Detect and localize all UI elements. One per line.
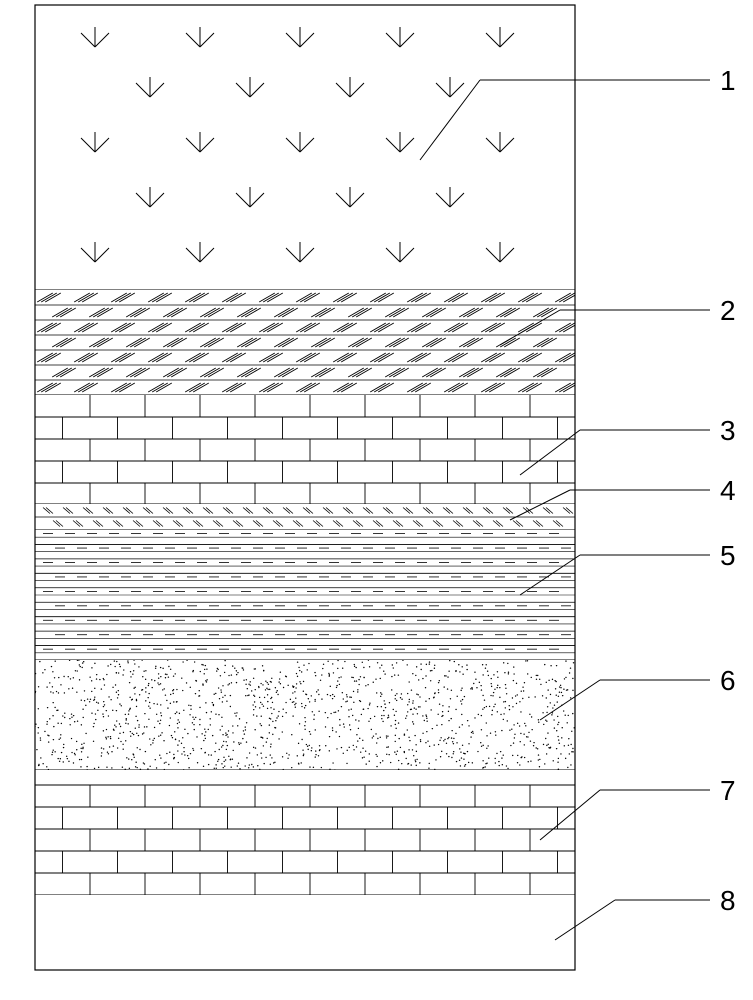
label-4: 4 bbox=[720, 475, 736, 506]
label-2: 2 bbox=[720, 295, 736, 326]
label-7: 7 bbox=[720, 775, 736, 806]
label-8: 8 bbox=[720, 885, 736, 916]
layer-2 bbox=[35, 290, 579, 395]
layer-1 bbox=[35, 5, 575, 290]
layer-3 bbox=[35, 395, 575, 504]
layer-5 bbox=[35, 530, 575, 660]
layer-8 bbox=[35, 895, 575, 970]
label-6: 6 bbox=[720, 665, 736, 696]
label-1: 1 bbox=[720, 65, 736, 96]
label-5: 5 bbox=[720, 540, 736, 571]
label-3: 3 bbox=[720, 415, 736, 446]
layer-4 bbox=[35, 504, 575, 530]
layer-7 bbox=[35, 770, 575, 895]
layer-6 bbox=[34, 659, 575, 770]
strata-diagram: 1 2 3 4 5 6 7 8 bbox=[0, 0, 753, 1000]
